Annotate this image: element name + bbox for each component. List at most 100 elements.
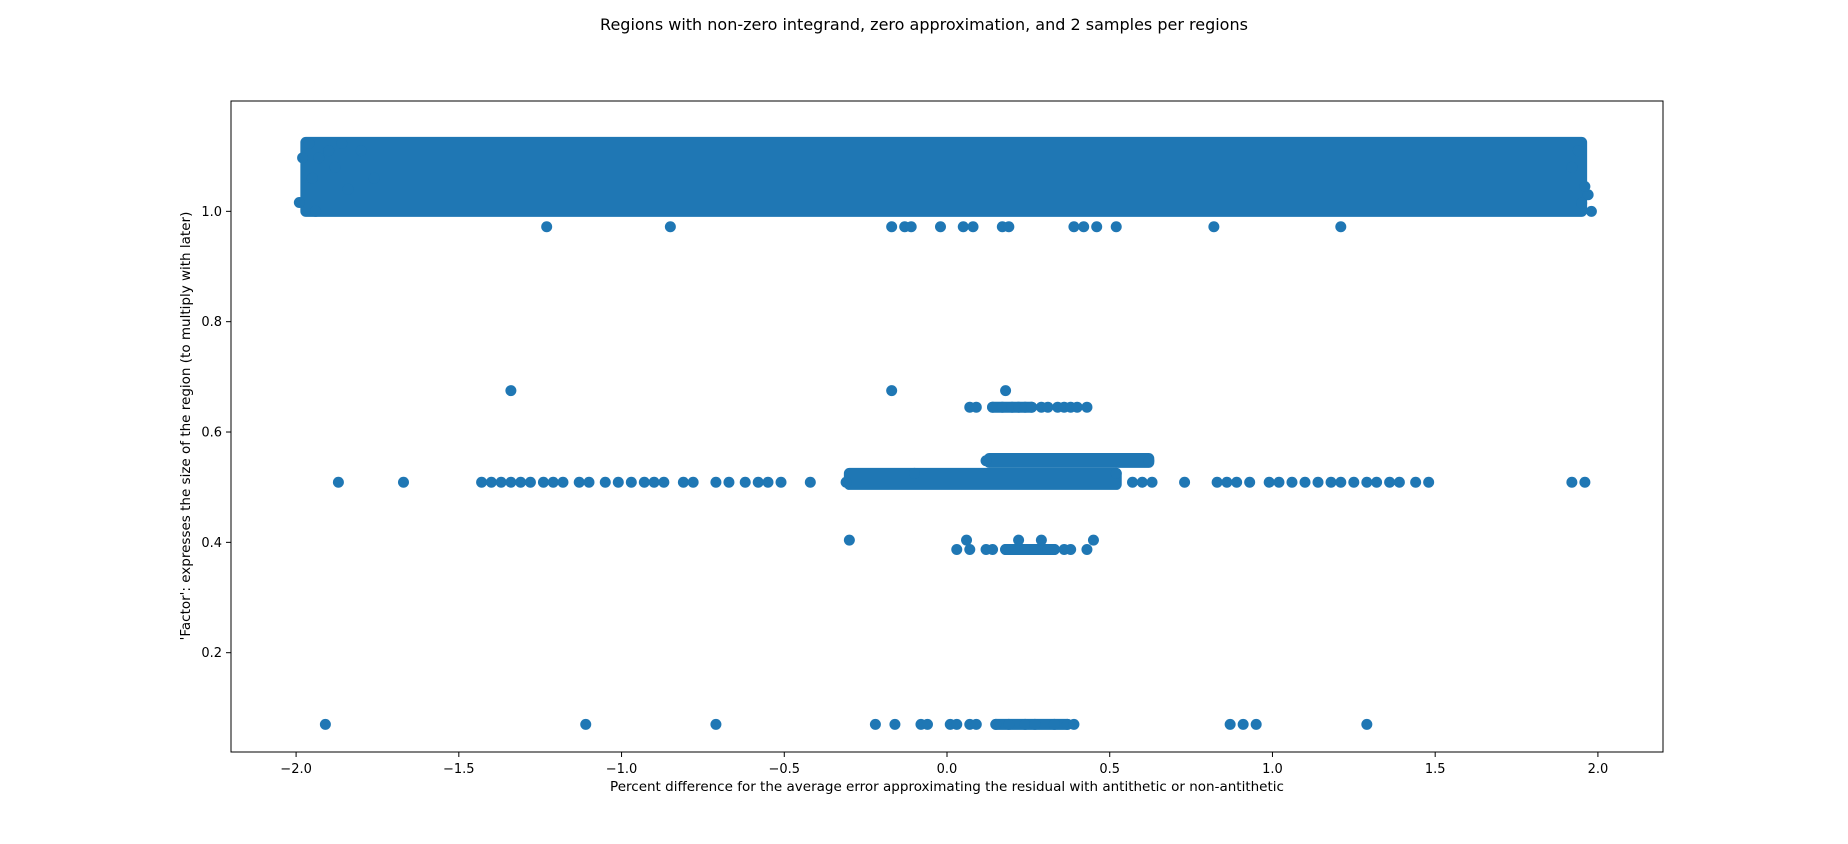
scatter-point [951, 544, 962, 555]
y-axis-label: 'Factor': expresses the size of the regi… [178, 212, 194, 641]
scatter-point [1573, 145, 1584, 156]
scatter-point [323, 145, 334, 156]
scatter-point [486, 477, 497, 488]
scatter-point [1013, 535, 1024, 546]
scatter-point [541, 221, 552, 232]
scatter-point [964, 544, 975, 555]
scatter-point [336, 138, 347, 149]
x-tick-label: 0.0 [937, 762, 958, 777]
x-tick-label: −2.0 [280, 762, 312, 777]
scatter-point [304, 138, 315, 149]
scatter-point [1127, 477, 1138, 488]
x-tick-label: 1.5 [1425, 762, 1446, 777]
x-axis-label: Percent difference for the average error… [610, 779, 1284, 795]
scatter-point [1579, 477, 1590, 488]
point-band-5 [844, 468, 1122, 490]
scatter-point [343, 184, 354, 195]
scatter-point [1143, 455, 1154, 466]
scatter-point [1313, 477, 1324, 488]
scatter-point [297, 152, 308, 163]
scatter-point [1111, 468, 1122, 479]
scatter-point [548, 477, 559, 488]
scatter-point [1088, 535, 1099, 546]
scatter-point [688, 477, 699, 488]
scatter-point [1335, 221, 1346, 232]
scatter-point [1049, 544, 1060, 555]
scatter-point [1225, 719, 1236, 730]
scatter-point [1147, 477, 1158, 488]
scatter-point [1029, 544, 1040, 555]
scatter-point [1335, 477, 1346, 488]
scatter-point [1326, 477, 1337, 488]
scatter-point [710, 719, 721, 730]
scatter-point [356, 145, 367, 156]
scatter-point [1078, 221, 1089, 232]
scatter-point [678, 477, 689, 488]
scatter-point [1410, 477, 1421, 488]
scatter-point [333, 477, 344, 488]
y-tick-label: 1.0 [201, 205, 222, 220]
scatter-point [505, 477, 516, 488]
scatter-point [1576, 198, 1587, 209]
scatter-point [639, 477, 650, 488]
x-tick-label: −0.5 [768, 762, 800, 777]
scatter-point [1221, 477, 1232, 488]
scatter-point [1286, 477, 1297, 488]
x-tick-label: 2.0 [1588, 762, 1609, 777]
scatter-point [1586, 206, 1597, 217]
scatter-point [990, 719, 1001, 730]
point-band-0 [300, 137, 1587, 217]
scatter-point [1566, 477, 1577, 488]
scatter-point [1300, 477, 1311, 488]
scatter-point [1029, 719, 1040, 730]
scatter-point [763, 477, 774, 488]
scatter-point [1566, 162, 1577, 173]
scatter-point [1179, 477, 1190, 488]
scatter-point [870, 719, 881, 730]
scatter-point [1371, 477, 1382, 488]
x-tick-label: −1.5 [443, 762, 475, 777]
scatter-point [906, 221, 917, 232]
scatter-point [1231, 477, 1242, 488]
scatter-point [1000, 544, 1011, 555]
scatter-point [971, 719, 982, 730]
scatter-point [1208, 221, 1219, 232]
scatter-point [951, 719, 962, 730]
scatter-point [968, 221, 979, 232]
x-tick-label: 0.5 [1099, 762, 1120, 777]
scatter-point [307, 173, 318, 184]
scatter-point [294, 197, 305, 208]
scatter-point [922, 719, 933, 730]
scatter-point [320, 719, 331, 730]
scatter-point [1020, 719, 1031, 730]
x-axis-ticks: −2.0−1.5−1.0−0.50.00.51.01.52.0 [280, 752, 1608, 777]
scatter-point [753, 477, 764, 488]
scatter-point [987, 402, 998, 413]
scatter-point [1068, 221, 1079, 232]
scatter-point [369, 173, 380, 184]
scatter-point [1273, 477, 1284, 488]
scatter-point [886, 221, 897, 232]
scatter-point [958, 221, 969, 232]
scatter-point [1003, 221, 1014, 232]
scatter-point [723, 477, 734, 488]
scatter-point [1065, 544, 1076, 555]
y-tick-label: 0.2 [201, 646, 222, 661]
scatter-point [987, 544, 998, 555]
y-tick-label: 0.8 [201, 315, 222, 330]
scatter-point [525, 477, 536, 488]
scatter-point [476, 477, 487, 488]
scatter-point [1137, 477, 1148, 488]
scatter-point [398, 477, 409, 488]
y-tick-label: 0.6 [201, 426, 222, 441]
scatter-point [1251, 719, 1262, 730]
scatter-point [776, 477, 787, 488]
scatter-point [1579, 181, 1590, 192]
scatter-point [889, 719, 900, 730]
scatter-point [665, 221, 676, 232]
y-tick-label: 0.4 [201, 536, 222, 551]
scatter-point [538, 477, 549, 488]
x-tick-label: −1.0 [606, 762, 638, 777]
scatter-point [909, 468, 920, 479]
scatter-point [649, 477, 660, 488]
